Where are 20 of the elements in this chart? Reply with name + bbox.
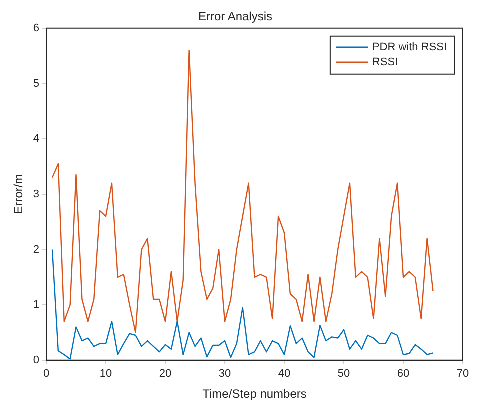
x-tick-label: 20 [159,368,172,380]
x-axis-title: Time/Step numbers [202,387,307,402]
x-tick-label: 60 [397,368,410,380]
y-tick-label: 4 [33,133,40,146]
y-tick-label: 6 [33,22,40,34]
x-tick-label: 50 [338,368,350,380]
x-tick-label: 10 [100,368,112,380]
y-tick-label: 3 [33,188,40,200]
legend-label: RSSI [372,56,398,68]
chart-title: Error Analysis [198,10,273,24]
y-tick-label: 5 [33,78,40,90]
x-tick-label: 30 [218,368,232,380]
y-tick-label: 0 [33,354,40,366]
legend-label: PDR with RSSI [372,41,448,54]
x-tick-label: 70 [456,368,470,380]
y-tick-label: 1 [33,299,40,312]
y-axis-title: Error/m [12,174,26,214]
x-tick-label: 40 [278,368,291,380]
x-tick-label: 0 [43,368,50,380]
y-tick-label: 2 [33,244,40,256]
